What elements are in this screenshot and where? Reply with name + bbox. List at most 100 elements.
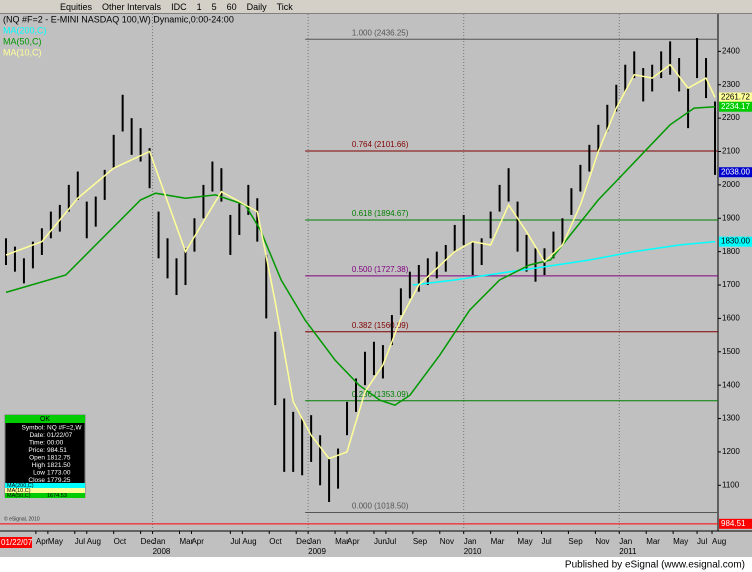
x-tick-label: Aug xyxy=(242,537,256,546)
x-tick-label: Sep xyxy=(413,537,428,546)
x-tick-label: Mar xyxy=(180,537,194,546)
y-tick-label: 1100 xyxy=(722,480,740,489)
moving-average xyxy=(5,63,716,460)
x-tick-label: Sep xyxy=(568,537,583,546)
data-window-value: 1812.75 xyxy=(47,455,71,462)
legend-entry: MA(10,C) xyxy=(3,47,42,57)
price-tag-label: 984.51 xyxy=(721,519,746,528)
y-tick-label: 1200 xyxy=(722,447,740,456)
x-tick-label: Oct xyxy=(114,537,127,546)
x-tick-label: May xyxy=(48,537,63,546)
x-tick-label: Mar xyxy=(335,537,349,546)
data-window-value: NQ #F=2,W xyxy=(47,425,82,432)
price-tag xyxy=(719,92,752,103)
plot-background xyxy=(0,14,718,531)
toolbar-item[interactable]: 5 xyxy=(211,2,217,12)
y-tick-label: 1800 xyxy=(722,247,740,256)
y-tick-label: 1300 xyxy=(722,414,740,423)
toolbar-item[interactable]: Daily xyxy=(246,2,267,12)
x-axis-background xyxy=(0,531,752,557)
price-tag-label: 2261.72 xyxy=(721,93,750,102)
y-tick-label: 1500 xyxy=(722,347,740,356)
cursor-date: 01/22/07 xyxy=(1,538,33,547)
fib-label: 0.500 (1727.38) xyxy=(352,265,409,274)
data-window-value: 1773.00 xyxy=(47,470,71,477)
toolbar-item[interactable]: Equities xyxy=(60,2,93,12)
copyright: © eSignal, 2010 xyxy=(4,515,40,522)
toolbar: Equities Other Intervals IDC 1 5 60 Daily Tick xyxy=(0,0,752,14)
data-window-key: Low xyxy=(33,470,45,477)
x-tick-label: Jun xyxy=(374,537,387,546)
y-tick-label: 2000 xyxy=(722,180,740,189)
data-window-value: 984.51 xyxy=(47,447,67,454)
x-tick-label: Aug xyxy=(87,537,101,546)
chart-title: (NQ #F=2 - E-MINI NASDAQ 100,W) Dynamic,… xyxy=(3,14,234,24)
fib-label: 0.618 (1894.67) xyxy=(352,209,409,218)
cursor-date-box xyxy=(0,537,32,548)
data-window-ma-key: MA(10,C) xyxy=(7,488,31,494)
x-tick-label: Jul xyxy=(697,537,707,546)
y-tick-label: 2100 xyxy=(722,147,740,156)
x-tick-label: Aug xyxy=(712,537,726,546)
legend-entry: MA(200,C) xyxy=(3,25,47,35)
year-label: 2011 xyxy=(619,547,637,556)
y-tick-label: 2300 xyxy=(722,80,740,89)
moving-average xyxy=(5,106,716,407)
toolbar-item[interactable]: 60 xyxy=(226,2,237,12)
data-window-ma-key: MA(200,C) xyxy=(7,483,34,489)
footer: Published by eSignal (www.esignal.com) xyxy=(565,560,745,571)
data-window-key: Date: xyxy=(29,432,45,439)
x-tick-label: Apr xyxy=(347,537,360,546)
legend-entry: MA(50,C) xyxy=(3,36,42,46)
x-tick-label: May xyxy=(673,537,688,546)
x-tick-label: Mar xyxy=(646,537,660,546)
year-label: 2009 xyxy=(308,547,326,556)
x-tick-label: Oct xyxy=(269,537,282,546)
data-window-key: Close xyxy=(28,477,45,484)
x-tick-label: Jan xyxy=(464,537,477,546)
toolbar-item[interactable]: 1 xyxy=(196,2,202,12)
x-tick-label: Apr xyxy=(191,537,204,546)
data-window-key: Symbol: xyxy=(22,425,46,432)
y-tick-label: 1900 xyxy=(722,213,740,222)
price-tag xyxy=(719,236,752,247)
x-tick-label: Jul xyxy=(386,537,396,546)
data-window-header-text: OK xyxy=(40,416,50,423)
price-tag xyxy=(719,518,752,529)
y-tick-label: 1700 xyxy=(722,280,740,289)
y-tick-label: 2200 xyxy=(722,113,740,122)
year-label: 2008 xyxy=(153,547,171,556)
price-tag xyxy=(719,167,752,178)
data-window-value: 01/22/07 xyxy=(47,432,73,439)
data-window-key: Open xyxy=(29,455,45,462)
year-label: 2010 xyxy=(464,547,482,556)
moving-average xyxy=(412,240,716,286)
price-tag-label: 2234.17 xyxy=(721,102,750,111)
price-tag-label: 1830.00 xyxy=(721,237,750,246)
x-tick-label: Nov xyxy=(595,537,609,546)
fib-label: 0.382 (1560.09) xyxy=(352,321,409,330)
toolbar-item[interactable]: Tick xyxy=(276,2,293,12)
x-tick-label: Dec xyxy=(141,537,155,546)
x-tick-label: Nov xyxy=(440,537,454,546)
fib-label: 0.236 (1353.09) xyxy=(352,390,409,399)
toolbar-item[interactable]: Other Intervals xyxy=(102,2,162,12)
data-window-value: 1821.50 xyxy=(47,462,71,469)
y-tick-label: 1400 xyxy=(722,380,740,389)
data-window-ma-key: MA(50,C) xyxy=(7,493,31,499)
toolbar-item[interactable]: IDC xyxy=(171,2,187,12)
fib-label: 0.000 (1018.50) xyxy=(352,502,409,511)
y-tick-label: 1600 xyxy=(722,314,740,323)
data-window-ma-row xyxy=(5,488,85,493)
data-window-value: 00:00 xyxy=(47,440,64,447)
data-window-key: Time: xyxy=(29,440,45,447)
fib-label: 0.764 (2101.66) xyxy=(352,140,409,149)
x-tick-label: Jan xyxy=(619,537,632,546)
data-window-header xyxy=(5,415,85,423)
x-tick-label: Apr xyxy=(36,537,49,546)
x-tick-label: May xyxy=(518,537,533,546)
data-window-ma-row xyxy=(5,483,85,488)
x-tick-label: Jan xyxy=(308,537,321,546)
